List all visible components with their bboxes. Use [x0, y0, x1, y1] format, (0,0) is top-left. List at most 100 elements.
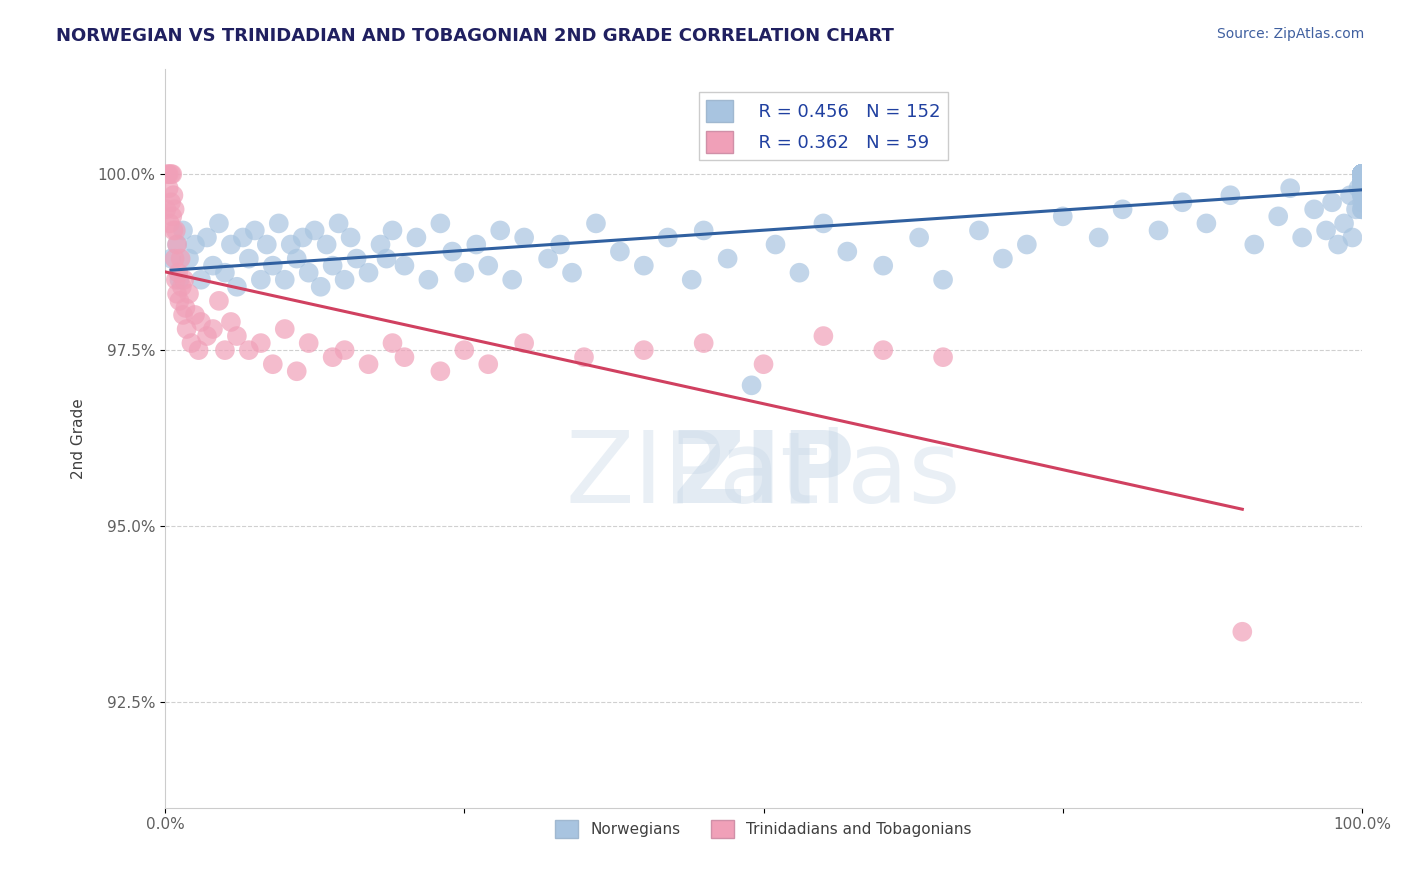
Point: [1351, 167, 1374, 181]
Point: [405, 230, 427, 244]
Point: [357, 357, 380, 371]
Point: [548, 237, 571, 252]
Point: [633, 259, 655, 273]
Point: [1351, 181, 1374, 195]
Point: [1351, 181, 1374, 195]
Point: [1351, 167, 1374, 181]
Point: [1344, 202, 1367, 217]
Point: [162, 188, 184, 202]
Point: [163, 202, 186, 217]
Y-axis label: 2nd Grade: 2nd Grade: [72, 398, 86, 478]
Point: [813, 329, 835, 343]
Point: [1341, 230, 1364, 244]
Point: [333, 343, 356, 358]
Point: [1351, 167, 1374, 181]
Point: [1351, 167, 1374, 181]
Point: [1351, 167, 1374, 181]
Point: [1351, 167, 1374, 181]
Point: [1351, 167, 1374, 181]
Point: [765, 237, 787, 252]
Point: [1333, 216, 1355, 230]
Point: [1087, 230, 1109, 244]
Point: [489, 223, 512, 237]
Point: [1351, 167, 1374, 181]
Point: [370, 237, 392, 252]
Point: [429, 216, 451, 230]
Point: [1147, 223, 1170, 237]
Point: [156, 167, 179, 181]
Point: [1351, 167, 1374, 181]
Point: [1351, 167, 1374, 181]
Point: [1351, 174, 1374, 188]
Point: [339, 230, 361, 244]
Point: [681, 273, 703, 287]
Point: [155, 202, 177, 217]
Point: [1219, 188, 1241, 202]
Point: [208, 293, 231, 308]
Point: [1351, 167, 1374, 181]
Point: [967, 223, 990, 237]
Point: [1351, 174, 1374, 188]
Point: [173, 273, 195, 287]
Point: [1351, 181, 1374, 195]
Point: [1243, 237, 1265, 252]
Point: [190, 315, 212, 329]
Point: [585, 216, 607, 230]
Point: [1351, 167, 1374, 181]
Point: [1351, 167, 1374, 181]
Point: [501, 273, 523, 287]
Point: [932, 273, 955, 287]
Point: [1347, 181, 1369, 195]
Point: [513, 336, 536, 351]
Point: [1351, 174, 1374, 188]
Point: [1351, 167, 1374, 181]
Point: [169, 252, 191, 266]
Point: [285, 252, 308, 266]
Point: [219, 237, 242, 252]
Point: [453, 266, 475, 280]
Point: [429, 364, 451, 378]
Point: [162, 167, 184, 181]
Point: [1351, 167, 1374, 181]
Point: [1351, 167, 1374, 181]
Point: [1351, 188, 1374, 202]
Point: [180, 336, 202, 351]
Point: [1171, 195, 1194, 210]
Point: [166, 237, 188, 252]
Point: [159, 216, 181, 230]
Point: [291, 230, 314, 244]
Point: [1351, 167, 1374, 181]
Point: [157, 181, 180, 195]
Point: [1351, 167, 1374, 181]
Point: [477, 259, 499, 273]
Point: [174, 301, 197, 315]
Point: [274, 273, 297, 287]
Text: ZIPatlas: ZIPatlas: [565, 426, 962, 524]
Point: [304, 223, 326, 237]
Point: [752, 357, 775, 371]
Point: [1291, 230, 1313, 244]
Point: [162, 223, 184, 237]
Point: [717, 252, 740, 266]
Text: NORWEGIAN VS TRINIDADIAN AND TOBAGONIAN 2ND GRADE CORRELATION CHART: NORWEGIAN VS TRINIDADIAN AND TOBAGONIAN …: [56, 27, 894, 45]
Point: [1351, 167, 1374, 181]
Text: ZIP: ZIP: [672, 426, 855, 524]
Point: [315, 237, 337, 252]
Point: [872, 343, 894, 358]
Point: [357, 266, 380, 280]
Point: [381, 336, 404, 351]
Point: [1267, 210, 1289, 224]
Point: [1351, 167, 1374, 181]
Point: [184, 308, 207, 322]
Point: [1351, 167, 1374, 181]
Point: [1351, 167, 1374, 181]
Point: [280, 237, 302, 252]
Point: [169, 273, 191, 287]
Point: [465, 237, 488, 252]
Point: [1339, 188, 1361, 202]
Point: [872, 259, 894, 273]
Point: [225, 279, 247, 293]
Point: [1351, 167, 1374, 181]
Point: [1351, 167, 1374, 181]
Point: [1327, 237, 1350, 252]
